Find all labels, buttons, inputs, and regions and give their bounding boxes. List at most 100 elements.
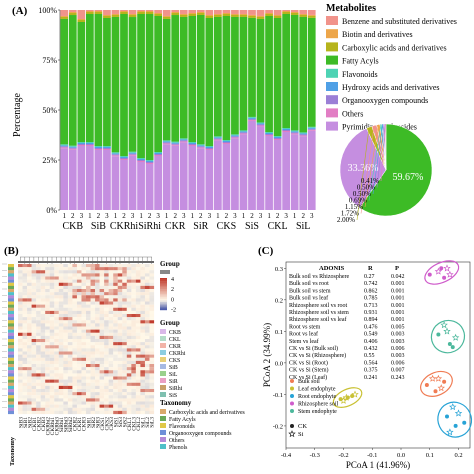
replicate-label: 1 [242, 212, 246, 220]
heatmap-cell [18, 389, 23, 393]
taxonomy-annotation-cell [8, 320, 14, 324]
replicate-label: 2 [250, 212, 254, 220]
heatmap-cell [18, 398, 23, 402]
heatmap-cell [45, 282, 50, 286]
bar-segment [273, 15, 282, 16]
heatmap-cell [86, 323, 91, 327]
heatmap-cell [108, 373, 114, 377]
bar-segment [196, 145, 205, 147]
taxonomy-annotation-cell [8, 392, 14, 396]
heatmap-cell [72, 267, 78, 271]
bar-segment [60, 148, 69, 210]
legend-label: CKL [169, 337, 181, 343]
heatmap-cell [99, 304, 105, 308]
heatmap-cell [67, 370, 73, 374]
bar-segment [188, 14, 197, 16]
heatmap-cell [76, 407, 82, 411]
heatmap-cell [18, 282, 23, 286]
legend-label: Flavonoids [342, 70, 378, 79]
heatmap-cell [140, 354, 146, 358]
heatmap-cell [72, 351, 78, 355]
heatmap-cell [86, 314, 91, 318]
bar-segment [137, 12, 145, 14]
heatmap-cell [108, 329, 114, 333]
bar-segment [239, 130, 248, 132]
heatmap-cell [72, 320, 78, 324]
bar-segment [307, 17, 316, 127]
heatmap-cell [95, 379, 100, 383]
heatmap-cell [135, 407, 141, 411]
heatmap-cell [45, 307, 50, 311]
legend-swatch [326, 16, 338, 25]
heatmap-cell [63, 304, 68, 308]
color-scale-step [160, 282, 167, 285]
heatmap-cell [18, 279, 23, 283]
bar-segment [307, 129, 316, 131]
heatmap-cell [90, 289, 96, 293]
heatmap-cell [58, 339, 64, 343]
legend-swatch [160, 350, 166, 355]
bar-segment [137, 10, 145, 11]
taxonomy-annotation-cell [8, 282, 14, 286]
heatmap-cell [144, 329, 150, 333]
color-scale-tick: 0 [171, 297, 174, 303]
heatmap-cell [67, 317, 73, 321]
bar-segment [205, 149, 214, 150]
heatmap-cell [45, 351, 50, 355]
heatmap-cell [58, 270, 64, 274]
heatmap-cell [99, 323, 105, 327]
heatmap-cell [22, 407, 28, 411]
heatmap-cell [54, 364, 59, 368]
heatmap-cell [45, 404, 50, 408]
heatmap-cell [22, 282, 28, 286]
plot-frame [285, 261, 471, 449]
heatmap-cell [86, 360, 91, 365]
bar-segment [299, 132, 308, 134]
heatmap-cell [99, 301, 105, 305]
bar-segment [196, 146, 205, 148]
heatmap-cell [122, 389, 127, 393]
pie-label: 2.00% [337, 216, 355, 224]
heatmap-cell [49, 342, 55, 346]
heatmap-cell [36, 310, 41, 315]
taxonomy-annotation-cell [8, 298, 14, 302]
heatmap-cell [63, 364, 68, 368]
heatmap-cell [108, 310, 114, 315]
heatmap-cell [63, 351, 68, 355]
color-scale-step [160, 308, 167, 311]
stacked-bars [60, 10, 316, 210]
bar-segment [128, 15, 137, 18]
heatmap-cell [58, 364, 64, 368]
heatmap-cell [95, 285, 100, 290]
heatmap-cell [90, 385, 96, 390]
taxonomy-annotation-cell [8, 317, 14, 321]
heatmap-cell [45, 345, 50, 349]
legend-swatch [160, 385, 166, 390]
scatter-point [339, 396, 348, 404]
heatmap-cell [58, 348, 64, 352]
taxonomy-annotation-cell [8, 270, 14, 274]
heatmap-cell [104, 279, 109, 283]
legend-label: CKS [169, 358, 180, 364]
heatmap-cell [49, 279, 55, 283]
heatmap-cell [113, 367, 118, 371]
heatmap-cell [81, 267, 87, 271]
heatmap-cell [67, 367, 73, 371]
heatmap-cell [108, 317, 114, 321]
column-label: SiRhi3 [64, 417, 70, 433]
heatmap-cell [131, 335, 136, 340]
adonis-r: 0.241 [364, 375, 378, 381]
taxonomy-annotation-cell [8, 345, 14, 349]
heatmap-cell [49, 382, 55, 386]
heatmap-cell [149, 282, 155, 286]
heatmap-cell [72, 301, 78, 305]
bar-segment [171, 15, 180, 142]
heatmap-cell [27, 267, 32, 271]
heatmap-cell [18, 329, 23, 333]
heatmap-cell [76, 273, 82, 277]
heatmap-cell [90, 276, 96, 280]
heatmap-cell [90, 285, 96, 290]
bar-segment [222, 141, 231, 142]
heatmap-cell [104, 342, 109, 346]
heatmap-cell [72, 295, 78, 299]
